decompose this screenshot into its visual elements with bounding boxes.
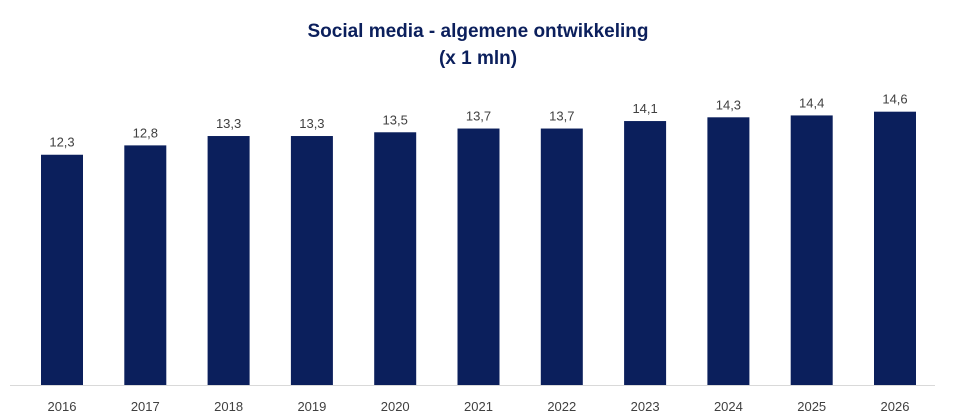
x-tick-label-2026: 2026 xyxy=(881,399,910,414)
x-tick-label-2022: 2022 xyxy=(547,399,576,414)
data-label-2022: 13,7 xyxy=(549,109,574,124)
bar-2019 xyxy=(290,136,333,385)
data-label-2025: 14,4 xyxy=(799,95,824,110)
data-label-2020: 13,5 xyxy=(383,112,408,127)
bar-2023 xyxy=(624,121,667,385)
x-tick-label-2024: 2024 xyxy=(714,399,743,414)
bar-2022 xyxy=(540,128,583,385)
data-label-2019: 13,3 xyxy=(299,116,324,131)
x-tick-label-2019: 2019 xyxy=(297,399,326,414)
bar-2020 xyxy=(374,132,417,385)
x-tick-label-2016: 2016 xyxy=(48,399,77,414)
data-label-2021: 13,7 xyxy=(466,109,491,124)
bar-2021 xyxy=(457,128,500,385)
data-label-2026: 14,6 xyxy=(882,92,907,107)
bar-2018 xyxy=(207,136,250,385)
bar-2024 xyxy=(707,117,750,385)
data-label-2016: 12,3 xyxy=(49,135,74,150)
x-tick-label-2018: 2018 xyxy=(214,399,243,414)
chart-title: Social media - algemene ontwikkeling xyxy=(307,21,648,42)
chart-subtitle: (x 1 mln) xyxy=(439,48,517,69)
data-label-2017: 12,8 xyxy=(133,125,158,140)
bar-2016 xyxy=(41,154,83,385)
bar-2017 xyxy=(124,145,167,385)
bar-2026 xyxy=(874,111,916,386)
x-tick-label-2020: 2020 xyxy=(381,399,410,414)
x-tick-label-2023: 2023 xyxy=(631,399,660,414)
x-tick-label-2025: 2025 xyxy=(797,399,826,414)
x-tick-label-2017: 2017 xyxy=(131,399,160,414)
x-tick-label-2021: 2021 xyxy=(464,399,493,414)
data-label-2024: 14,3 xyxy=(716,97,741,112)
data-label-2018: 13,3 xyxy=(216,116,241,131)
bar-2025 xyxy=(790,115,833,385)
data-label-2023: 14,1 xyxy=(632,101,657,116)
